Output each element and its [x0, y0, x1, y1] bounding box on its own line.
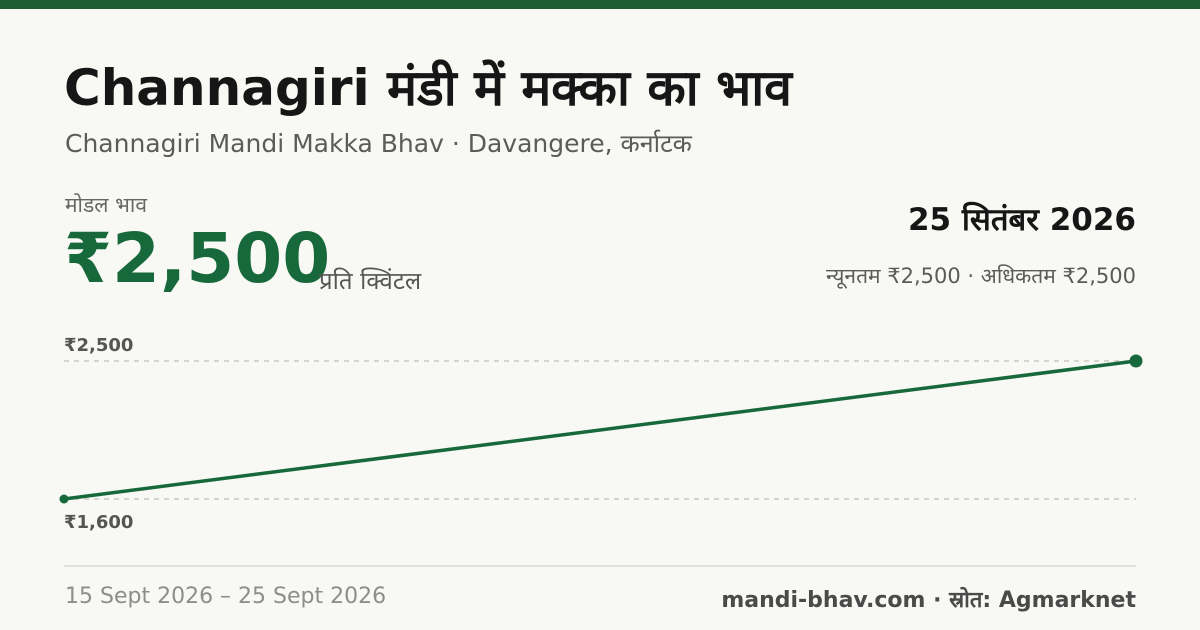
series-line-0 — [63, 359, 1137, 501]
data-point-0 — [59, 494, 69, 504]
footer-date-range: 15 Sept 2026 – 25 Sept 2026 — [65, 584, 387, 609]
price-date: 25 सितंबर 2026 — [907, 202, 1136, 238]
page-title: Channagiri मंडी में मक्का का भाव — [64, 59, 792, 117]
footer-divider — [64, 565, 1136, 567]
data-point-1 — [1129, 354, 1143, 368]
footer-source: mandi-bhav.com · स्रोत: Agmarknet — [721, 588, 1136, 613]
top-accent-bar — [0, 0, 1200, 9]
ytick-label-max: ₹2,500 — [64, 335, 133, 356]
page-subtitle: Channagiri Mandi Makka Bhav · Davangere,… — [65, 129, 692, 158]
modal-price-label: मोडल भाव — [65, 193, 148, 217]
plot-area — [59, 354, 1143, 504]
modal-price-value: ₹2,500 — [64, 219, 331, 299]
ytick-label-min: ₹1,600 — [64, 512, 133, 533]
price-unit: प्रति क्विंटल — [319, 267, 422, 295]
min-max-range: न्यूनतम ₹2,500 · अधिकतम ₹2,500 — [826, 264, 1136, 288]
